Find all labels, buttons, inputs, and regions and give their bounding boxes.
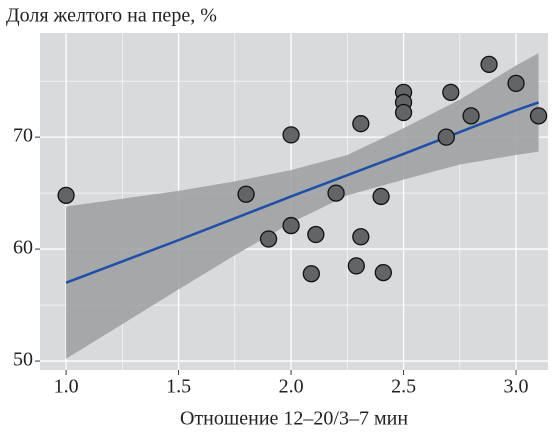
- point: [307, 225, 325, 244]
- point: [259, 230, 278, 248]
- point: [237, 185, 255, 203]
- point: [374, 263, 392, 282]
- point: [372, 187, 390, 206]
- point: [352, 228, 370, 246]
- x-tick-label: 1.5: [166, 376, 191, 398]
- point: [529, 107, 548, 125]
- regression-line: [65, 101, 539, 284]
- y-tick-label: 60: [13, 237, 33, 259]
- point: [347, 257, 365, 275]
- point: [437, 128, 455, 146]
- x-axis-label: Отношение 12–20/3–7 мин: [180, 408, 408, 430]
- point: [442, 83, 460, 101]
- confidence-band: [66, 53, 539, 359]
- point: [282, 126, 300, 144]
- point: [507, 74, 525, 93]
- x-tick-label: 3.0: [504, 376, 529, 398]
- point: [394, 103, 413, 122]
- point: [57, 186, 75, 204]
- x-tick-label: 1.0: [54, 376, 79, 398]
- point: [352, 115, 370, 133]
- point: [462, 107, 480, 125]
- x-tick-label: 2.0: [279, 376, 304, 398]
- chart-title: Доля желтого на пере, %: [6, 5, 217, 27]
- y-tick-label: 50: [13, 349, 33, 371]
- x-tick-label: 2.5: [391, 376, 416, 398]
- point: [480, 55, 498, 73]
- y-tick-label: 70: [13, 125, 33, 147]
- point: [302, 265, 320, 283]
- point: [282, 216, 300, 235]
- point: [327, 184, 345, 202]
